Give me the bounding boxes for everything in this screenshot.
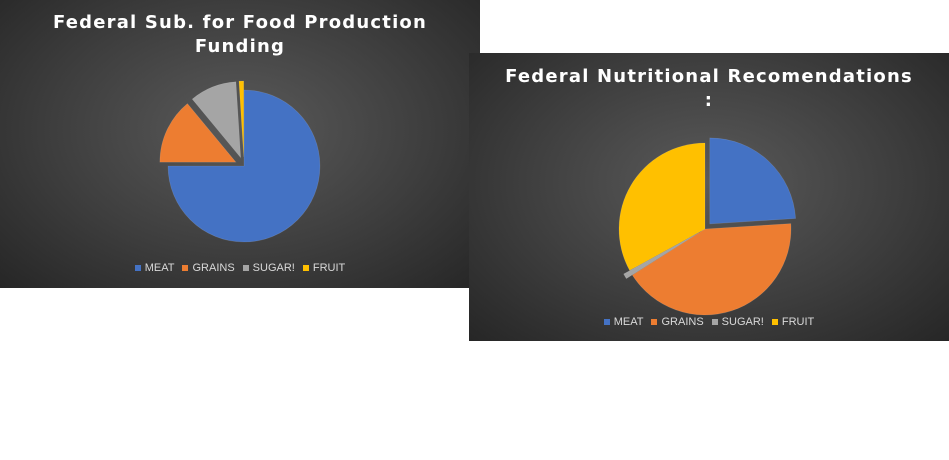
chart-title-line-2: : (704, 90, 714, 111)
chart-title-line-1: Federal Sub. for Food Production (52, 12, 428, 33)
legend-swatch-fruit (771, 319, 778, 325)
pie-slice-sugar (191, 81, 242, 159)
legend-swatch-meat (603, 319, 610, 325)
pie-slice-grains (631, 223, 792, 316)
legend-swatch-grains (651, 319, 658, 325)
pie-slice-sugar (623, 232, 700, 280)
pie-slice-meat (709, 137, 796, 225)
chart-title: Federal Sub. for Food Production Funding (0, 11, 480, 59)
legend-label: SUGAR! (252, 262, 295, 274)
legend-swatch-fruit (302, 265, 309, 271)
legend-swatch-grains (182, 265, 189, 271)
legend-item-sugar: SUGAR! (242, 261, 295, 275)
chart-title: Federal Nutritional Recomendations : (469, 65, 949, 113)
pie-slice-fruit (238, 80, 245, 158)
chart-title-line-2: Funding (194, 36, 286, 57)
legend-item-fruit: FRUIT (771, 315, 815, 329)
legend-swatch-sugar (242, 265, 249, 271)
legend-item-grains: GRAINS (182, 261, 235, 275)
legend-label: GRAINS (192, 262, 235, 274)
legend-item-sugar: SUGAR! (711, 315, 764, 329)
pie-chart (159, 80, 321, 243)
legend-swatch-meat (134, 265, 141, 271)
legend-item-meat: MEAT (603, 315, 644, 329)
legend-label: MEAT (144, 262, 175, 274)
legend-label: SUGAR! (721, 316, 764, 328)
pie-chart (618, 137, 796, 316)
legend-item-fruit: FRUIT (302, 261, 346, 275)
pie-slice-fruit (618, 142, 706, 271)
chart-title-line-1: Federal Nutritional Recomendations (505, 66, 913, 87)
chart-food-production-funding: Federal Sub. for Food Production Funding… (0, 0, 480, 288)
pie-slice-grains (159, 103, 237, 163)
chart-legend: MEAT GRAINS SUGAR! FRUIT (469, 315, 949, 329)
chart-nutritional-recommendations: Federal Nutritional Recomendations : MEA… (469, 53, 949, 341)
legend-label: FRUIT (781, 316, 815, 328)
legend-label: MEAT (613, 316, 644, 328)
legend-swatch-sugar (711, 319, 718, 325)
legend-label: FRUIT (312, 262, 346, 274)
legend-item-meat: MEAT (134, 261, 175, 275)
pie-slice-meat (167, 89, 321, 243)
legend-label: GRAINS (661, 316, 704, 328)
chart-legend: MEAT GRAINS SUGAR! FRUIT (0, 261, 480, 275)
legend-item-grains: GRAINS (651, 315, 704, 329)
